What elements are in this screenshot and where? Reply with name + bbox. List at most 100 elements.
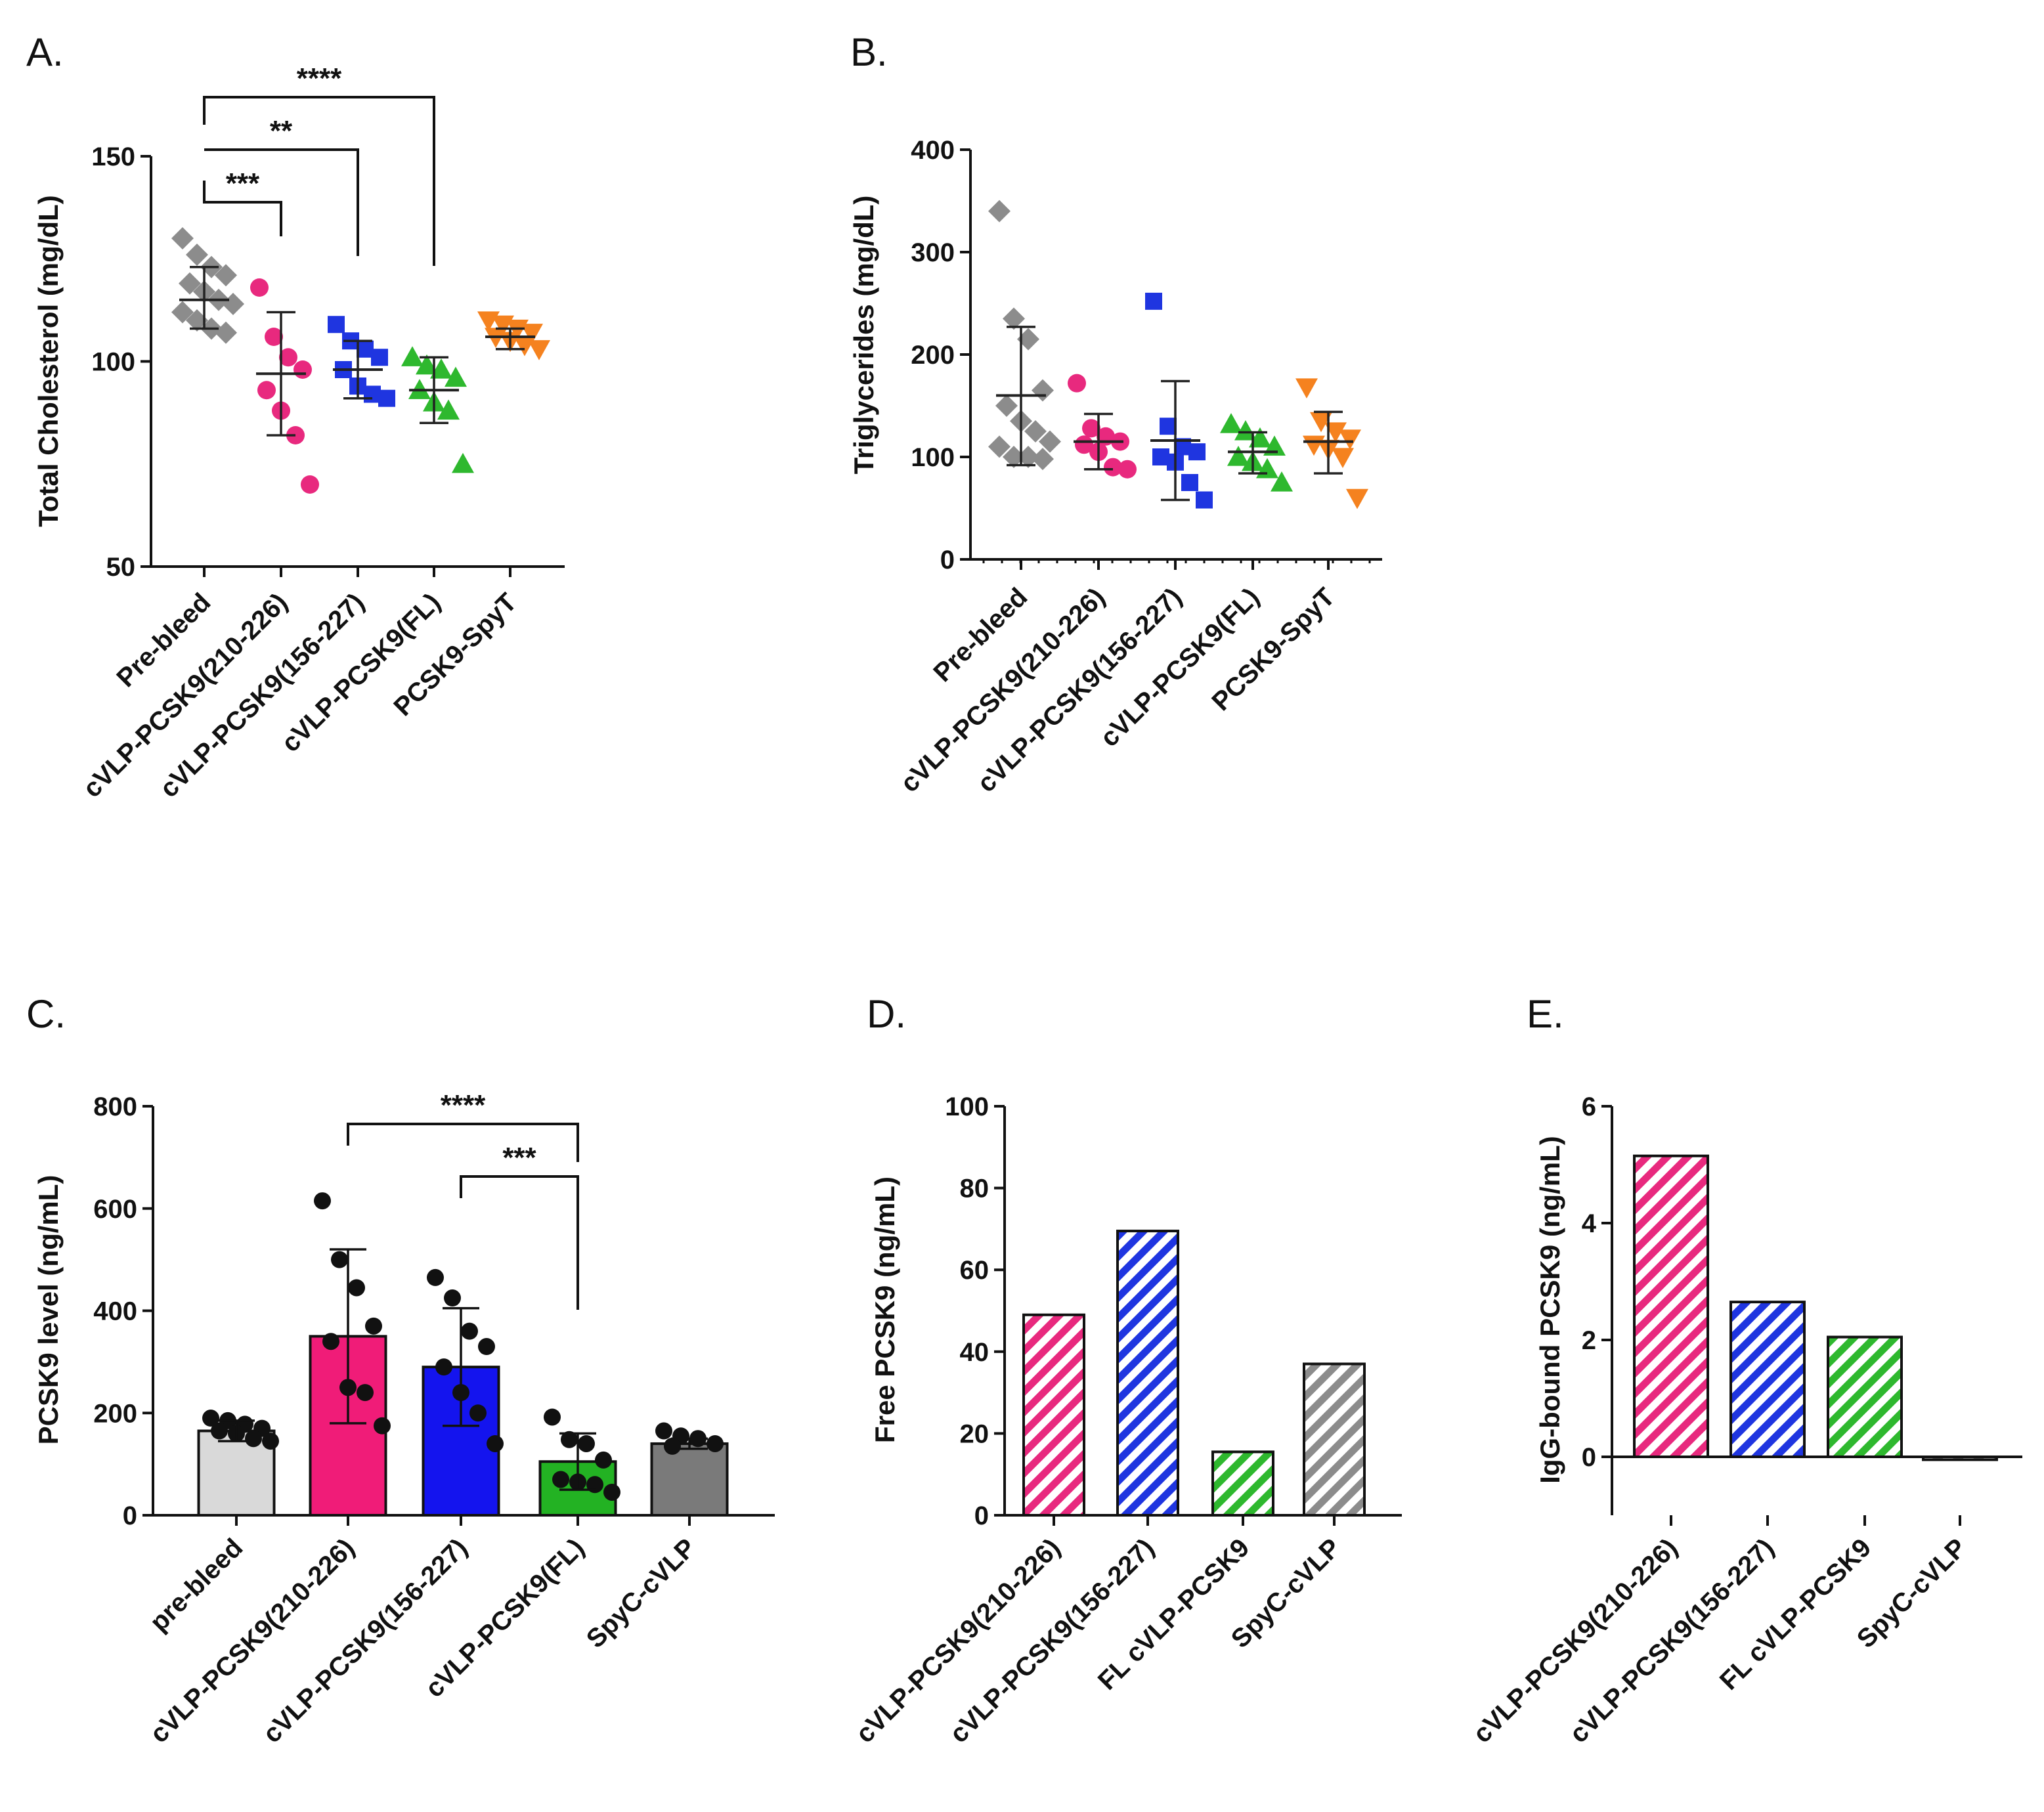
panel-b-label: B. (850, 30, 888, 74)
panel-b-data-point (1346, 488, 1368, 509)
panel-c-data-point (664, 1437, 681, 1455)
panel-b-data-point (1332, 448, 1354, 468)
panel-e-y-tick-label: 0 (1582, 1443, 1596, 1472)
panel-c-data-point (357, 1384, 374, 1402)
panel-c-data-point (478, 1338, 495, 1356)
panel-d-bar (1303, 1362, 1366, 1517)
panel-a-significance-bracket (203, 96, 435, 266)
panel-b-data-point (1017, 446, 1039, 468)
panel-d-bar (1211, 1450, 1274, 1517)
panel-c-significance-label: *** (502, 1142, 536, 1174)
panel-c-data-point (444, 1289, 461, 1307)
panel-b-data-point (1104, 458, 1122, 477)
panel-c-y-axis-label: PCSK9 level (ng/mL) (33, 1175, 64, 1445)
panel-c-data-point (461, 1322, 478, 1340)
panel-b-data-point (1181, 474, 1198, 491)
panel-e-label: E. (1527, 992, 1564, 1036)
panel-c-y-tick-label: 200 (93, 1399, 137, 1428)
panel-c-category-label: cVLP-PCSK9(156-227) (257, 1533, 473, 1748)
panel-a-data-point (250, 278, 269, 297)
panel-b-data-point (1024, 420, 1047, 442)
panel-b-data-point (1003, 307, 1025, 330)
panel-a-data-point (215, 264, 237, 287)
panel-d-bar (1116, 1230, 1179, 1517)
panel-c-data-point (322, 1333, 339, 1350)
panel-b-data-point (1196, 491, 1213, 509)
panel-a-data-point (186, 309, 208, 332)
panel-c-data-point (374, 1417, 391, 1434)
panel-b-data-point (988, 200, 1011, 223)
panel-b-data-point (1188, 443, 1206, 461)
panel-d-plot: 020406080100cVLP-PCSK9(210-226)cVLP-PCSK… (850, 1092, 1402, 1748)
panel-b-data-point (1324, 422, 1347, 442)
panel-a-data-point (445, 366, 467, 387)
panel-b-data-point (1039, 430, 1061, 453)
panel-d-y-tick-label: 100 (945, 1092, 989, 1121)
panel-a-significance-bracket (203, 181, 282, 236)
panel-a-data-point (430, 358, 452, 379)
panel-c-data-point (348, 1279, 365, 1297)
panel-a-data-point (171, 227, 194, 249)
panel-b-data-point (995, 395, 1018, 417)
panel-a-data-point (279, 348, 297, 367)
panel-b-data-point (1160, 418, 1177, 435)
panel-a-data-point (452, 452, 474, 473)
panel-b-data-point (1271, 471, 1293, 492)
panel-c-data-point (544, 1408, 561, 1426)
panel-c-data-point (211, 1422, 228, 1440)
panel-a-data-point (301, 475, 319, 494)
panel-d-bar (1022, 1313, 1085, 1517)
panel-c-y-tick-label: 800 (93, 1092, 137, 1121)
panel-b-data-point (1145, 292, 1162, 310)
panel-b-data-point (1075, 435, 1093, 454)
panel-c-data-point (435, 1358, 452, 1376)
panel-a-plot: 50100150Pre-bleedcVLP-PCSK9(210-226)cVLP… (77, 62, 565, 803)
panel-c-data-point (427, 1268, 444, 1286)
panel-e-y-tick-label: 2 (1582, 1326, 1596, 1355)
panel-a-data-point (179, 272, 201, 295)
panel-b-plot: 0100200300400Pre-bleedcVLP-PCSK9(210-226… (895, 136, 1382, 798)
panel-c-bar (650, 1442, 729, 1517)
panel-b-data-point (1227, 446, 1250, 466)
panel-a-data-point (416, 354, 438, 375)
panel-c-significance-bracket (460, 1175, 579, 1310)
panel-c-significance-label: **** (441, 1089, 486, 1121)
panel-c-data-point (262, 1433, 279, 1450)
panel-b-data-point (1032, 448, 1054, 471)
panel-c-data-point (561, 1431, 578, 1448)
panel-e-bar (1922, 1456, 1998, 1461)
panel-d-y-tick-label: 0 (974, 1501, 989, 1530)
panel-c-y-tick-label: 400 (93, 1297, 137, 1326)
panel-c-category-label: SpyC-cVLP (581, 1533, 702, 1654)
panel-a-data-point (357, 340, 374, 358)
panel-a-data-point (401, 346, 424, 366)
panel-a-significance-bracket (204, 148, 359, 256)
panel-b-y-tick-label: 300 (911, 238, 955, 267)
panel-b-data-point (1082, 419, 1100, 438)
panel-c-data-point (331, 1251, 348, 1268)
panel-b-data-point (1234, 420, 1257, 441)
panel-b: B. Triglycerides (mg/dL) 0100200300400Pr… (848, 30, 1382, 798)
panel-b-data-point (1295, 378, 1318, 399)
panel-a-data-point (171, 301, 194, 324)
panel-e-y-tick-label: 4 (1582, 1209, 1597, 1238)
panel-c-data-point (487, 1434, 504, 1452)
panel-c-plot: 0 200 400 600 800 pre-bleedcVLP-PCSK9(210-226… (93, 1089, 775, 1748)
panel-a-data-point (521, 324, 543, 344)
panel-b-data-point (1118, 460, 1137, 479)
panel-d-y-tick-label: 80 (960, 1175, 989, 1203)
panel-b-data-point (1003, 446, 1025, 468)
panel-a-label: A. (26, 30, 64, 74)
panel-c-label: C. (26, 992, 66, 1036)
panel-d-y-tick-label: 60 (960, 1256, 989, 1285)
panel-e: E. IgG-bound PCSK9 (ng/mL) 0 2 4 6 cVLP-PCSK… (1468, 992, 2022, 1748)
panel-d-label: D. (867, 992, 906, 1036)
panel-c-data-point (578, 1434, 595, 1452)
panel-b-data-point (1310, 412, 1332, 433)
panel-c-data-point (603, 1483, 620, 1501)
panel-c: C. PCSK9 level (ng/mL) 0 200 400 600 800 pre-… (26, 992, 775, 1748)
panel-a: A. Total Cholesterol (mg/dL) 50100150Pre… (26, 30, 565, 803)
panel-b-data-point (1068, 374, 1086, 393)
panel-c-data-point (595, 1451, 612, 1469)
